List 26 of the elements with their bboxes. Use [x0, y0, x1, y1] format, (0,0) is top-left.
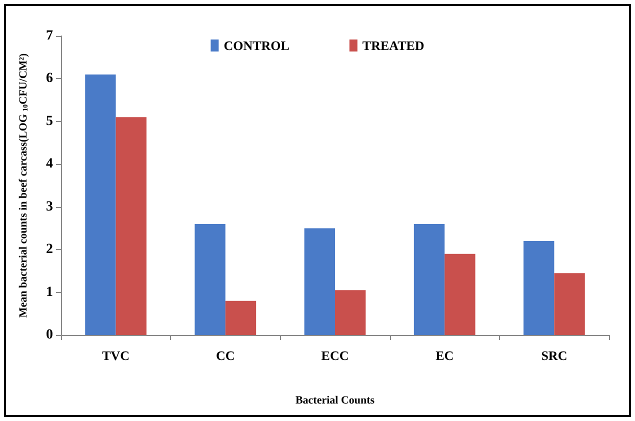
y-tick-label: 6 [46, 71, 53, 86]
bar [444, 254, 476, 335]
y-tick-label: 4 [46, 156, 53, 172]
x-tick-label: TVC [102, 348, 130, 363]
x-tick-label: ECC [321, 348, 349, 363]
y-tick-label: 5 [46, 114, 53, 129]
x-tick-label: EC [436, 348, 454, 363]
bar [304, 228, 335, 335]
bar [116, 117, 146, 335]
y-tick-label: 2 [46, 242, 53, 258]
bar [554, 273, 585, 335]
bar [225, 300, 256, 335]
bar [194, 224, 226, 335]
bar [335, 290, 366, 335]
bar [414, 224, 445, 335]
legend-label: TREATED [362, 38, 424, 53]
legend-label: CONTROL [224, 38, 290, 53]
y-tick-label: 0 [46, 328, 53, 342]
bar [85, 74, 116, 335]
y-tick-label: 3 [46, 199, 53, 214]
x-tick-label: SRC [541, 348, 568, 363]
x-axis-title: Bacterial Counts [295, 394, 376, 406]
y-tick-label: 7 [46, 28, 53, 44]
bar [524, 241, 554, 335]
y-tick-label: 1 [46, 284, 53, 300]
x-tick-label: CC [216, 348, 235, 363]
